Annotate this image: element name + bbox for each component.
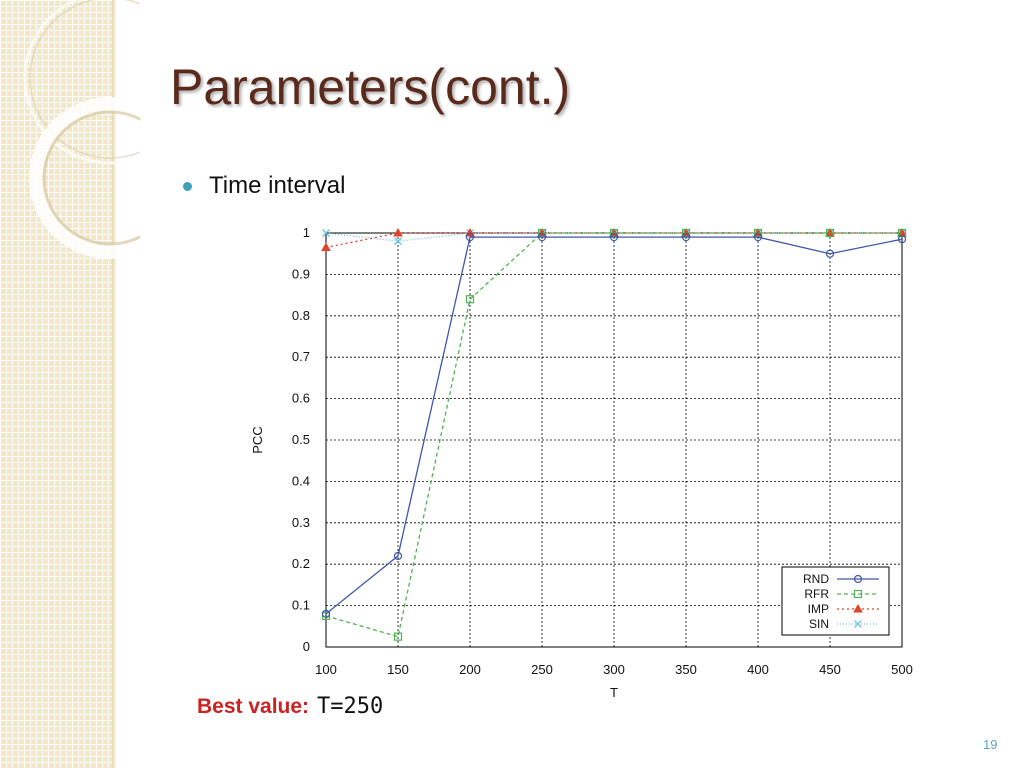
legend-label: IMP [808, 602, 829, 616]
y-tick-label: 0.2 [292, 556, 310, 571]
x-tick-label: 150 [387, 662, 409, 677]
decorative-rings [23, 0, 140, 259]
x-tick-label: 500 [891, 662, 913, 677]
data-point-rnd [609, 233, 619, 242]
data-point-rnd [393, 551, 403, 561]
data-point-imp [393, 227, 403, 237]
data-point-rnd [321, 609, 331, 618]
data-point-imp [321, 242, 331, 251]
legend-label: SIN [809, 617, 829, 631]
x-tick-label: 300 [603, 662, 625, 677]
y-tick-label: 0.1 [292, 598, 310, 613]
y-tick-label: 0.5 [292, 432, 310, 447]
legend-label: RFR [804, 587, 829, 601]
data-point-sin [854, 620, 862, 628]
x-tick-label: 450 [819, 662, 841, 677]
data-point-rnd [853, 574, 863, 584]
series-line-rnd [325, 236, 903, 615]
best-value-label: Best value: [197, 695, 310, 718]
best-value-text: T=250 [317, 694, 384, 719]
data-point-rnd [465, 233, 475, 242]
x-tick-label: 400 [747, 662, 769, 677]
x-tick-label: 250 [531, 662, 553, 677]
y-tick-label: 0.6 [292, 391, 310, 406]
y-tick-label: 0.8 [292, 308, 310, 323]
y-tick-label: 0.9 [292, 266, 310, 281]
legend-label: RND [803, 572, 829, 586]
data-point-rnd [681, 233, 691, 242]
slide-title: Parameters(cont.) [170, 59, 571, 115]
bullet-text: Time interval [209, 172, 346, 199]
y-tick-label: 1 [303, 225, 310, 240]
best-value-note: Best value: T=250 [197, 694, 383, 719]
data-point-rnd [537, 233, 547, 242]
data-point-sin [394, 237, 402, 246]
page-number: 19 [983, 737, 998, 752]
data-point-rfr [825, 228, 835, 238]
data-point-rnd [753, 233, 763, 242]
data-point-rfr [465, 295, 475, 304]
y-tick-label: 0 [303, 639, 310, 654]
data-point-rnd [897, 235, 907, 244]
pcc-line-chart: 100 150 200 250 300 350 400 450 500 0 0.1 0.2 0.3 0.4… [250, 225, 913, 700]
x-axis-label: T [610, 685, 618, 700]
series-line-imp [325, 232, 902, 249]
data-point-imp [853, 603, 863, 613]
bullet-item: Time interval [183, 172, 345, 200]
legend-box [781, 566, 890, 636]
sidebar-edge [112, 0, 116, 768]
data-point-rfr [897, 228, 907, 238]
y-axis-label: PCC [250, 426, 265, 453]
data-point-sin [322, 229, 330, 237]
y-tick-label: 0.7 [292, 349, 310, 364]
series-line-rfr [325, 232, 902, 638]
data-point-rfr [393, 632, 403, 641]
data-point-rfr [853, 589, 863, 599]
x-tick-label: 350 [675, 662, 697, 677]
x-tick-label: 200 [459, 662, 481, 677]
data-point-rnd [825, 249, 835, 258]
x-tick-label: 100 [315, 662, 337, 677]
bullet-dot-icon [183, 181, 192, 191]
y-tick-label: 0.3 [292, 515, 310, 530]
y-tick-label: 0.4 [292, 473, 310, 488]
